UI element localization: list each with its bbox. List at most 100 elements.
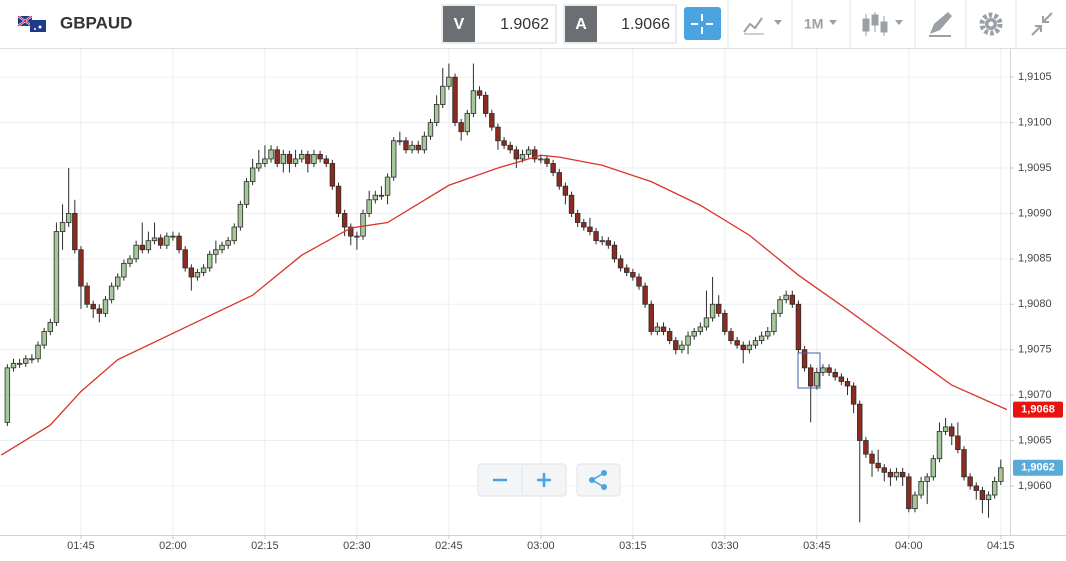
share-button[interactable] bbox=[576, 463, 621, 497]
candle-body bbox=[924, 476, 930, 482]
moving-average bbox=[0, 154, 1008, 456]
candle-body bbox=[838, 376, 845, 382]
candle-body bbox=[256, 163, 262, 169]
candle-body bbox=[170, 235, 176, 238]
candle-body bbox=[930, 458, 937, 478]
candle-body bbox=[912, 494, 918, 510]
candle-body bbox=[262, 158, 268, 164]
candle-body bbox=[599, 240, 605, 243]
x-tick-label: 04:15 bbox=[987, 540, 1015, 552]
candle-body bbox=[286, 153, 293, 164]
candle-body bbox=[728, 331, 734, 342]
price-tag bbox=[1013, 459, 1063, 476]
candle-body bbox=[887, 471, 894, 478]
candle-body bbox=[470, 90, 477, 114]
candle-body bbox=[771, 312, 777, 332]
candle-body bbox=[679, 344, 685, 351]
candle-body bbox=[10, 362, 17, 369]
timeframe[interactable]: 1M bbox=[804, 16, 823, 32]
y-tick-label: 1,9100 bbox=[1018, 116, 1052, 128]
draw-button[interactable] bbox=[929, 12, 952, 37]
candle-body bbox=[188, 267, 195, 278]
candle-body bbox=[84, 285, 90, 305]
candle-body bbox=[967, 476, 973, 487]
ask-price: 1.9066 bbox=[621, 16, 670, 33]
candle-body bbox=[384, 176, 391, 196]
candle-body bbox=[801, 349, 808, 369]
candle-body bbox=[906, 476, 912, 510]
candle-body bbox=[998, 467, 1004, 482]
candle-body bbox=[41, 331, 47, 346]
chart-type-button[interactable] bbox=[743, 17, 782, 35]
ask-tag bbox=[565, 6, 597, 42]
candle-body bbox=[194, 272, 201, 278]
candle-body bbox=[581, 222, 587, 228]
candle-body bbox=[709, 303, 716, 319]
settings-button[interactable] bbox=[979, 12, 1003, 36]
candle-body bbox=[458, 122, 464, 133]
candle-body bbox=[433, 104, 440, 123]
candle-body bbox=[121, 262, 127, 278]
candle-body bbox=[207, 253, 213, 269]
candle-body bbox=[157, 237, 164, 246]
candle-body bbox=[47, 322, 53, 332]
candle-body bbox=[673, 340, 679, 351]
x-tick-label: 02:00 bbox=[159, 540, 187, 552]
candle-body bbox=[899, 471, 906, 478]
candle-body bbox=[636, 276, 642, 287]
candle-body bbox=[538, 158, 544, 161]
candle-body bbox=[544, 158, 550, 164]
symbol: GBPAUD bbox=[60, 13, 132, 32]
candle-body bbox=[53, 231, 60, 323]
y-tick-label: 1,9095 bbox=[1018, 162, 1052, 174]
candle-body bbox=[348, 226, 354, 237]
candle-body bbox=[918, 481, 924, 496]
price-tag bbox=[1013, 401, 1063, 418]
zoom-in[interactable] bbox=[537, 473, 551, 487]
x-tick-label: 02:15 bbox=[251, 540, 279, 552]
candle-body bbox=[949, 426, 955, 437]
candle-body bbox=[507, 144, 513, 151]
candle-body bbox=[378, 194, 385, 197]
candle-body bbox=[642, 285, 648, 305]
candle-body bbox=[574, 213, 581, 223]
candle-body bbox=[501, 140, 507, 146]
candle-body bbox=[397, 140, 403, 143]
candle-body bbox=[305, 153, 311, 164]
candle-body bbox=[139, 244, 145, 251]
y-tick-label: 1,9090 bbox=[1018, 207, 1052, 219]
y-tick-label: 1,9080 bbox=[1018, 298, 1052, 310]
timeframe-arrow bbox=[829, 20, 837, 25]
candle-body bbox=[936, 431, 943, 460]
candle-body bbox=[691, 331, 697, 337]
candle-body bbox=[857, 403, 863, 441]
candle-body bbox=[72, 213, 78, 251]
candle-body bbox=[985, 494, 992, 500]
candle-body bbox=[525, 149, 532, 155]
candle-body bbox=[390, 140, 397, 178]
candle-style-button[interactable] bbox=[862, 12, 903, 36]
collapse-button[interactable] bbox=[1031, 12, 1053, 36]
candle-body bbox=[489, 113, 495, 128]
x-tick-label: 03:15 bbox=[619, 540, 647, 552]
candle-body bbox=[550, 163, 556, 173]
hover-highlight bbox=[797, 352, 821, 389]
candle-body bbox=[722, 312, 728, 332]
candle-body bbox=[360, 213, 366, 237]
bid-price: 1.9062 bbox=[500, 16, 549, 33]
candle-body bbox=[299, 153, 305, 160]
candle-body bbox=[532, 149, 538, 160]
y-tick-label: 1,9070 bbox=[1018, 389, 1052, 401]
candle-body bbox=[415, 144, 421, 151]
candle-body bbox=[844, 381, 851, 387]
crosshair-button[interactable] bbox=[684, 7, 721, 40]
candle-body bbox=[182, 249, 188, 269]
candle-body bbox=[249, 167, 256, 183]
candle-body bbox=[979, 490, 986, 500]
candle-body bbox=[200, 267, 207, 273]
candle-body bbox=[697, 326, 704, 332]
candle-body bbox=[65, 213, 72, 223]
candle-body bbox=[654, 326, 661, 332]
candle-body bbox=[317, 153, 323, 160]
candle-body bbox=[562, 185, 569, 196]
